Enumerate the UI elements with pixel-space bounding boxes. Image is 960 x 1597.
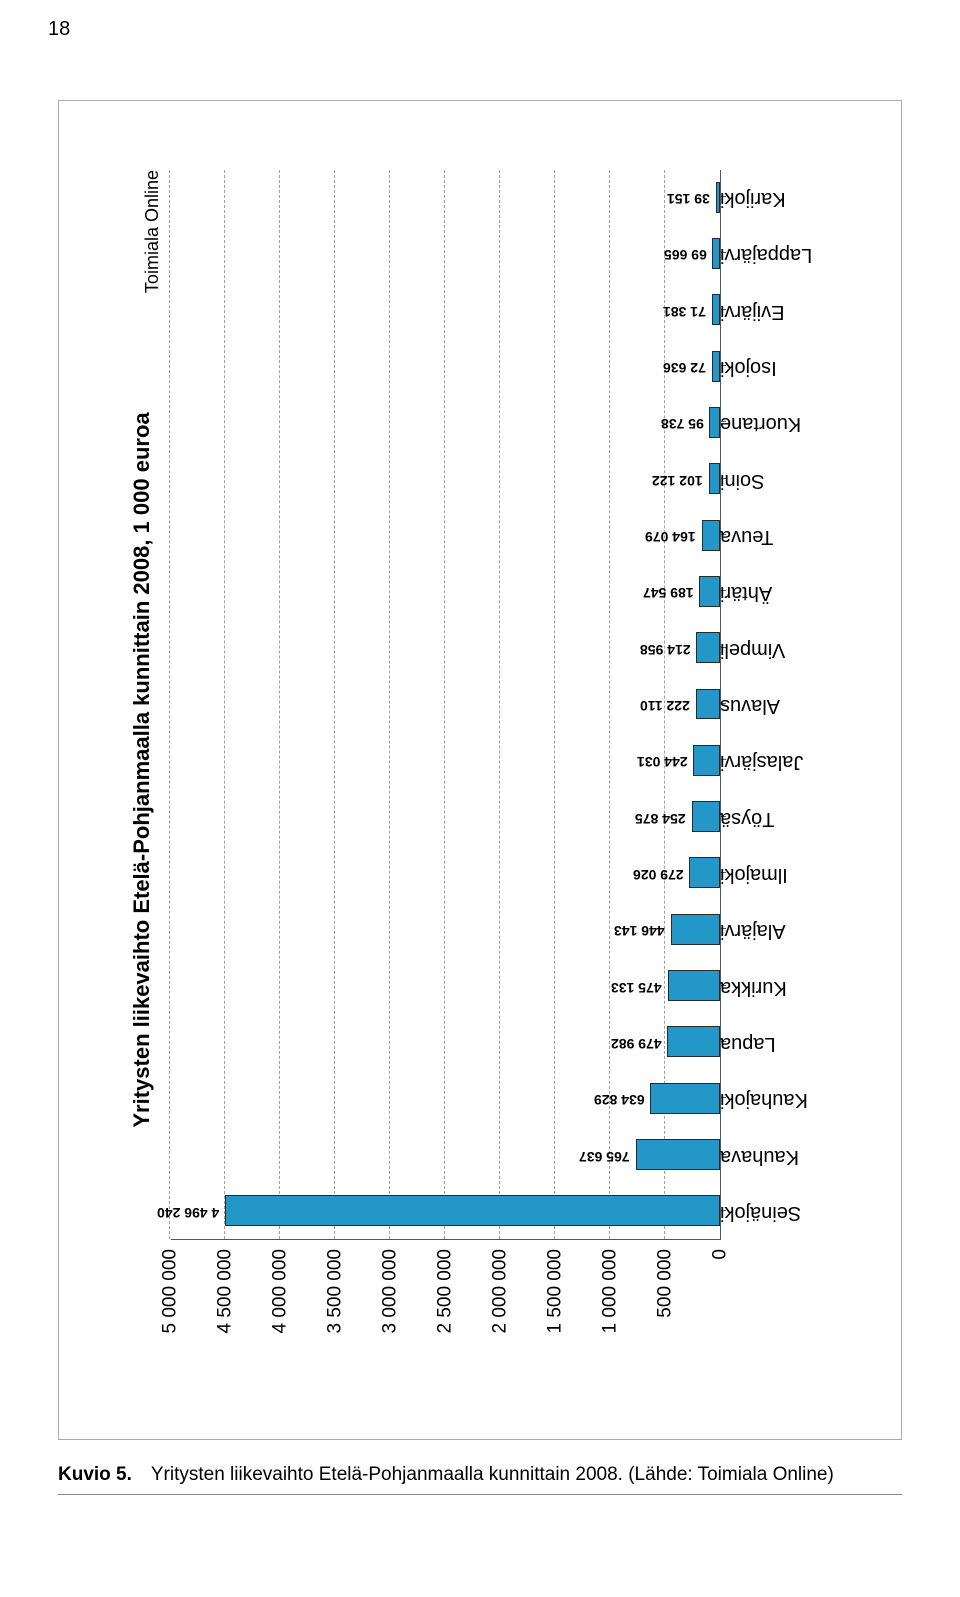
y-axis-tick-label: 1 000 000 [601, 1239, 620, 1334]
category-label: Alavus [720, 696, 788, 716]
category-label: Seinäjoki [720, 1203, 809, 1223]
bar [696, 632, 720, 663]
gridline [499, 170, 500, 1239]
y-axis-tick-label: 2 000 000 [491, 1239, 510, 1334]
y-axis-tick-label: 500 000 [656, 1239, 675, 1318]
bar-value-label: 222 110 [640, 698, 690, 714]
y-axis-tick-label: 3 000 000 [381, 1239, 400, 1334]
gridline [444, 170, 445, 1239]
bar [636, 1139, 720, 1170]
bar [699, 576, 720, 607]
bar-value-label: 189 547 [643, 585, 694, 601]
chart-source-label: Toimiala Online [142, 170, 163, 293]
gridline [334, 170, 335, 1239]
bar-value-label: 4 496 240 [157, 1205, 219, 1221]
category-label: Isojoki [720, 358, 785, 378]
category-label: Töysä [720, 809, 782, 829]
bar [702, 520, 720, 551]
bar-value-label: 71 381 [663, 304, 706, 320]
gridline [554, 170, 555, 1239]
bar-value-label: 95 738 [661, 416, 704, 432]
bar [668, 970, 720, 1001]
bar-value-label: 214 958 [640, 642, 691, 658]
gridline [169, 170, 170, 1239]
category-label: Alajärvi [720, 921, 794, 941]
y-axis-tick-label: 2 500 000 [436, 1239, 455, 1334]
gridline [279, 170, 280, 1239]
bar [689, 857, 720, 888]
bar-value-label: 634 829 [594, 1092, 645, 1108]
bar [692, 801, 720, 832]
bar-value-label: 765 637 [579, 1149, 630, 1165]
figure-text: Yritysten liikevaihto Etelä-Pohjanmaalla… [151, 1464, 834, 1485]
chart-title: Yritysten liikevaihto Etelä-Pohjanmaalla… [129, 412, 154, 1127]
page-number: 18 [48, 18, 70, 41]
bar [667, 1026, 720, 1057]
chart-frame: Yritysten liikevaihto Etelä-Pohjanmaalla… [58, 100, 902, 1440]
gridline [224, 170, 225, 1239]
gridline [389, 170, 390, 1239]
bar-value-label: 69 665 [664, 247, 707, 263]
bar [712, 294, 720, 325]
bar-value-label: 102 122 [652, 473, 703, 489]
bar-value-label: 254 875 [635, 811, 686, 827]
category-label: Karijoki [720, 189, 794, 209]
bar [671, 914, 720, 945]
caption-rule [58, 1494, 902, 1495]
bar-value-label: 475 133 [611, 980, 662, 996]
category-label: Kauhava [720, 1147, 807, 1167]
bar [693, 745, 720, 776]
category-label: Lappajärvi [720, 245, 820, 265]
category-label: Kurikka [720, 978, 795, 998]
gridline [609, 170, 610, 1239]
bar-value-label: 72 636 [663, 360, 706, 376]
category-label: Kauhajoki [720, 1090, 816, 1110]
bar [709, 463, 720, 494]
bar-value-label: 244 031 [637, 754, 688, 770]
y-axis-tick-label: 4 000 000 [271, 1239, 290, 1334]
bar [225, 1195, 720, 1226]
bar [712, 238, 720, 269]
category-label: Soini [720, 471, 772, 491]
category-label: Jalasjärvi [720, 752, 811, 772]
figure-caption: Kuvio 5. Yritysten liikevaihto Etelä-Poh… [58, 1464, 902, 1495]
y-axis-tick-label: 3 500 000 [326, 1239, 345, 1334]
category-label: Teuva [720, 527, 781, 547]
y-axis-tick-label: 0 [711, 1239, 730, 1260]
bar-value-label: 279 026 [633, 867, 684, 883]
category-label: Vimpeli [720, 640, 793, 660]
category-label: Ähtäri [720, 583, 780, 603]
y-axis-tick-label: 4 500 000 [216, 1239, 235, 1334]
y-axis-tick-label: 1 500 000 [546, 1239, 565, 1334]
y-axis-tick-label: 5 000 000 [161, 1239, 180, 1334]
category-label: Evijärvi [720, 302, 792, 322]
bar-value-label: 39 151 [667, 191, 710, 207]
category-label: Kuortane [720, 414, 809, 434]
bar [696, 689, 720, 720]
bar-value-label: 164 079 [645, 529, 696, 545]
bar [709, 407, 720, 438]
category-label: Lapua [720, 1034, 784, 1054]
bar-value-label: 479 982 [611, 1036, 662, 1052]
category-label: Ilmajoki [720, 865, 796, 885]
figure-label: Kuvio 5. [58, 1464, 132, 1485]
bar [712, 351, 720, 382]
bar-value-label: 446 143 [614, 923, 665, 939]
bar [650, 1083, 720, 1114]
